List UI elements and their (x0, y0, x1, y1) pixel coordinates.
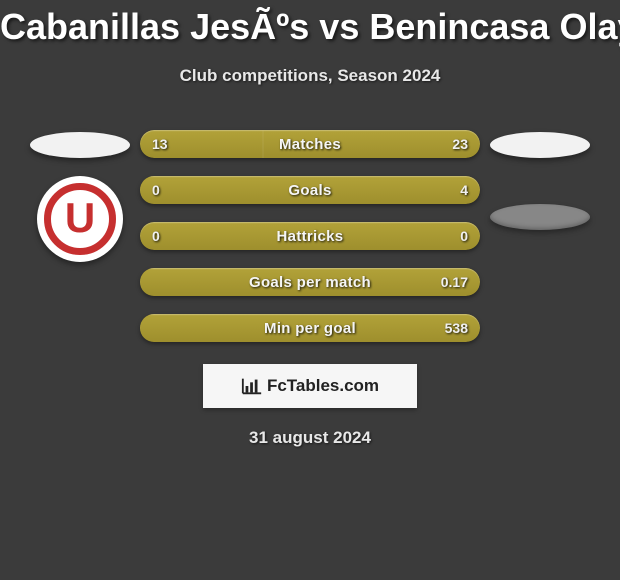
right-placeholder-ellipse-1 (490, 132, 590, 158)
bar-chart-icon (241, 376, 263, 396)
stat-label: Hattricks (277, 228, 344, 245)
comparison-infographic: Cabanillas JesÃºs vs Benincasa Olaya Clu… (0, 0, 620, 448)
stat-label: Goals (288, 182, 331, 199)
stat-bar: 0 Hattricks 0 (140, 222, 480, 250)
stat-value-right: 0 (460, 228, 468, 244)
stat-bar: Goals per match 0.17 (140, 268, 480, 296)
stat-value-right: 538 (445, 320, 468, 336)
footer: FcTables.com (0, 364, 620, 408)
stat-label: Min per goal (264, 320, 356, 337)
subtitle: Club competitions, Season 2024 (0, 66, 620, 86)
left-player-column: U (20, 130, 140, 262)
left-club-badge: U (37, 176, 123, 262)
stat-value-left: 0 (152, 182, 160, 198)
brand-text: FcTables.com (267, 376, 379, 396)
brand-box: FcTables.com (203, 364, 417, 408)
stat-bar: Min per goal 538 (140, 314, 480, 342)
main-layout: U 13 Matches 23 0 Goals 4 0 Hattricks 0 Goals per… (0, 130, 620, 342)
page-title: Cabanillas JesÃºs vs Benincasa Olaya (0, 6, 620, 48)
stat-bar: 13 Matches 23 (140, 130, 480, 158)
stat-value-left: 13 (152, 136, 168, 152)
stat-label: Matches (279, 136, 341, 153)
stat-value-right: 23 (452, 136, 468, 152)
stat-value-left: 0 (152, 228, 160, 244)
stat-value-right: 4 (460, 182, 468, 198)
left-placeholder-ellipse (30, 132, 130, 158)
badge-letter: U (65, 197, 95, 239)
stat-bars: 13 Matches 23 0 Goals 4 0 Hattricks 0 Goals per m… (140, 130, 480, 342)
right-player-column (480, 130, 600, 230)
date-text: 31 august 2024 (0, 428, 620, 448)
stat-label: Goals per match (249, 274, 371, 291)
stat-bar: 0 Goals 4 (140, 176, 480, 204)
stat-value-right: 0.17 (441, 274, 468, 290)
right-placeholder-ellipse-2 (490, 204, 590, 230)
